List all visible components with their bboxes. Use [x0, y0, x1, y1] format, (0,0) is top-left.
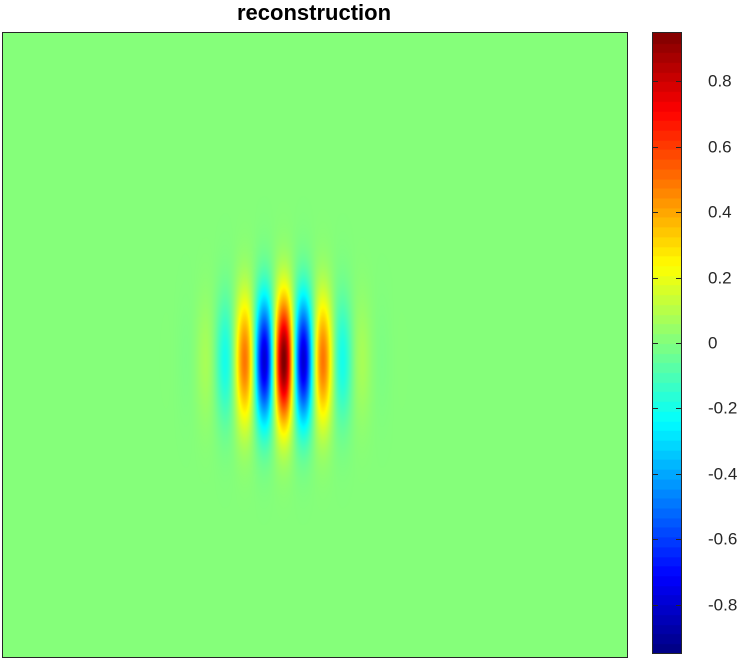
heatmap-plot-area — [2, 32, 628, 658]
colorbar-tick-label: -0.8 — [708, 595, 738, 615]
colorbar-tick-label: 0.8 — [708, 71, 732, 91]
colorbar-tick-label: 0.6 — [708, 137, 732, 157]
chart-title: reconstruction — [236, 0, 392, 25]
colorbar — [652, 32, 682, 654]
colorbar-tick-label: -0.6 — [708, 529, 738, 549]
colorbar-tick-label: 0 — [708, 333, 718, 353]
colorbar-tick-label: 0.4 — [708, 202, 732, 222]
colorbar-tick-label: -0.2 — [708, 398, 738, 418]
colorbar-tick-label: 0.2 — [708, 268, 732, 288]
colorbar-tick-label: -0.4 — [708, 464, 738, 484]
